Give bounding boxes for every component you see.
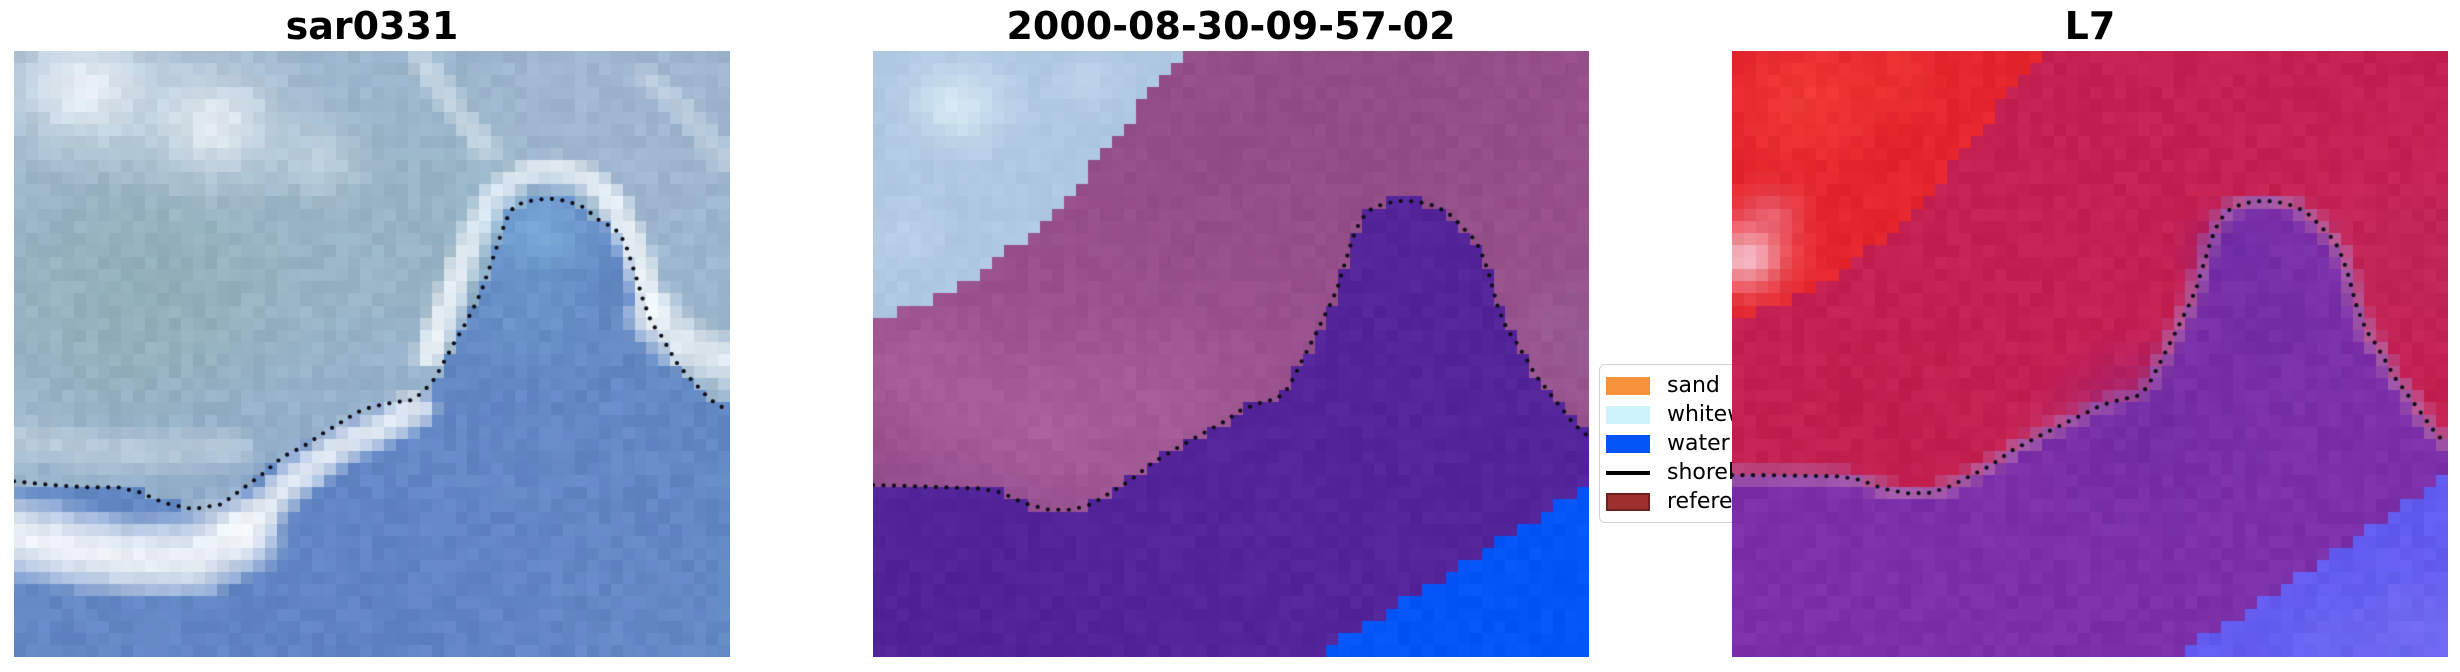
legend-item-sand: sand	[1606, 371, 1794, 400]
legend-swatch-reference	[1606, 492, 1650, 511]
panel-title-sar0331: sar0331	[285, 4, 459, 48]
legend-label-sand: sand	[1667, 372, 1720, 398]
legend-swatch-sand	[1606, 376, 1650, 395]
panel-image-classified	[873, 51, 1589, 657]
legend-item-water: water	[1606, 429, 1794, 458]
panel-image-sar0331	[14, 51, 730, 657]
panel-title-date: 2000-08-30-09-57-02	[1006, 4, 1456, 48]
legend-swatch-whitewater	[1606, 405, 1650, 424]
legend-swatch-water	[1606, 434, 1650, 453]
panel-image-l7	[1732, 51, 2448, 657]
legend-label-water: water	[1667, 430, 1730, 456]
legend-line-shoreline	[1606, 470, 1650, 475]
panel-title-l7: L7	[2064, 4, 2116, 48]
